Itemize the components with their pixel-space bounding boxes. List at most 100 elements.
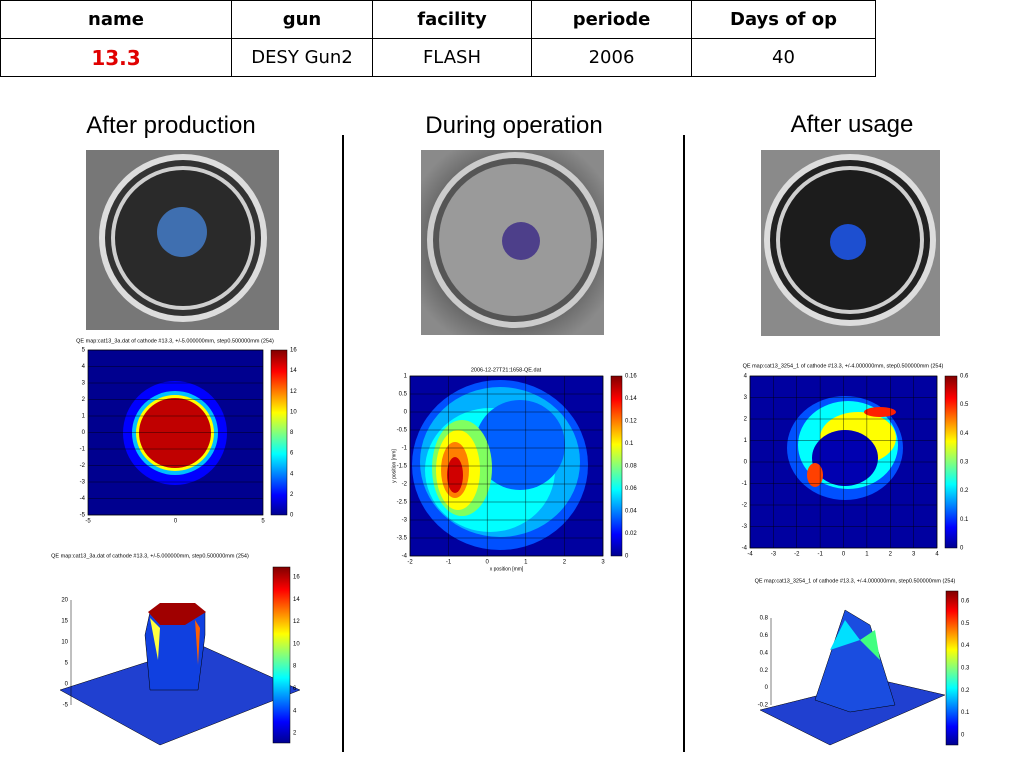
x-tick-label: -3 [771,552,777,558]
colorbar [610,375,623,557]
z-tick-label: 0.4 [760,650,769,656]
header-cell: name [0,0,232,39]
y-tick-label: 2 [744,417,748,423]
x-tick-label: -2 [407,560,413,566]
colorbar-tick-label: 0.6 [960,374,969,380]
colorbar-tick-label: 0.5 [961,621,970,627]
y-axis-label: y position [mm] [391,449,397,483]
x-axis-label: x position [mm] [490,566,524,572]
colorbar-tick-label: 10 [293,641,300,647]
header-cell: periode [531,0,692,39]
plot-title: QE map:cat13_3a.dat of cathode #13.3, +/… [51,553,249,559]
colorbar-tick-label: 6 [290,451,294,457]
y-tick-label: -4 [742,546,748,552]
colorbar-tick-label: 0.4 [961,643,970,649]
photo [86,150,279,330]
y-tick-label: -2 [80,463,86,469]
y-tick-label: 1 [744,438,748,444]
colorbar-tick-label: 0.04 [625,509,637,515]
z-tick-label: 10 [61,640,68,646]
colorbar-tick-label: 0.5 [960,402,969,408]
y-tick-label: 3 [744,395,748,401]
colorbar-tick-label: 12 [290,389,297,395]
colorbar-tick-label: 0 [960,546,964,552]
colorbar-tick-label: 8 [293,664,297,670]
photo [421,150,604,335]
header-cell: Days of op [691,0,876,39]
x-tick-label: -5 [85,519,91,525]
colorbar-tick-label: 0 [290,513,294,519]
colorbar-tick-label: 16 [293,575,300,581]
y-tick-label: -4 [402,554,408,560]
y-tick-label: -3 [402,518,408,524]
colorbar-tick-label: 0.08 [625,464,637,470]
y-tick-label: -4 [80,496,86,502]
z-tick-label: 0.2 [760,668,769,674]
colorbar-tick-label: 0.02 [625,531,637,537]
x-tick-label: -1 [446,560,452,566]
colorbar-tick-label: 0.12 [625,419,637,425]
y-tick-label: 2 [82,397,86,403]
x-tick-label: 2 [563,560,567,566]
column-heading: After production [86,112,256,139]
surface-image [59,603,301,746]
z-tick-label: 5 [65,661,69,667]
plot-title: QE map:cat13_3a.dat of cathode #13.3, +/… [76,338,274,344]
surface-image [759,609,946,746]
z-tick-label: -5 [63,703,69,709]
colorbar-tick-label: 0 [625,554,629,560]
z-tick-label: 0.8 [760,616,769,622]
z-tick-label: 0 [765,685,769,691]
x-tick-label: 3 [601,560,605,566]
colorbar-tick-label: 0.16 [625,374,637,380]
z-tick-label: 20 [61,598,68,604]
y-tick-label: 0 [744,460,748,466]
colorbar [944,375,958,549]
colorbar-tick-label: 6 [293,686,297,692]
y-tick-label: -2 [402,482,408,488]
colorbar-tick-label: 0.2 [960,488,969,494]
colorbar-tick-label: 0.14 [625,396,637,402]
colorbar-tick-label: 0.4 [960,431,969,437]
y-tick-label: 4 [82,364,86,370]
y-tick-label: -5 [80,513,86,519]
y-tick-label: 0.5 [399,392,408,398]
x-tick-label: 1 [524,560,528,566]
colorbar-tick-label: 4 [290,471,294,477]
y-tick-label: -2 [742,503,748,509]
colorbar-tick-label: 2 [290,492,294,498]
y-tick-label: 0 [404,410,408,416]
column-heading: During operation [425,112,603,139]
y-tick-label: -1 [80,447,86,453]
colorbar-tick-label: 8 [290,430,294,436]
y-tick-label: -3.5 [397,536,408,542]
colorbar-tick-label: 0.1 [960,517,969,523]
cell: 40 [691,38,876,77]
z-tick-label: 0 [65,682,69,688]
x-tick-label: -4 [747,552,753,558]
colorbar-tick-label: 0.6 [961,599,970,605]
y-tick-label: -3 [742,524,748,530]
photo [761,150,940,336]
data-row: 13.3 DESY Gun2 FLASH 2006 40 [0,38,876,77]
header-row: name gun facility periode Days of op [0,0,876,39]
colorbar-tick-label: 10 [290,409,297,415]
y-tick-label: -2.5 [397,500,408,506]
cell: 2006 [531,38,692,77]
colorbar-tick-label: 0.1 [961,710,970,716]
column-heading: After usage [790,111,914,138]
x-tick-label: 3 [912,552,916,558]
z-tick-label: 15 [61,619,68,625]
plot-title: QE map:cat13_3254_1 of cathode #13.3, +/… [743,363,944,369]
cell: FLASH [372,38,532,77]
plot-title: 2006-12-27T21:1658-QE.dat [471,367,542,373]
x-tick-label: 0 [486,560,490,566]
y-tick-label: 4 [744,374,748,380]
y-tick-label: -3 [80,480,86,486]
y-tick-label: -1 [742,481,748,487]
colorbar-tick-label: 14 [290,368,297,374]
plot-title: QE map:cat13_3254_1 of cathode #13.3, +/… [755,578,956,584]
colorbar-tick-label: 12 [293,619,300,625]
